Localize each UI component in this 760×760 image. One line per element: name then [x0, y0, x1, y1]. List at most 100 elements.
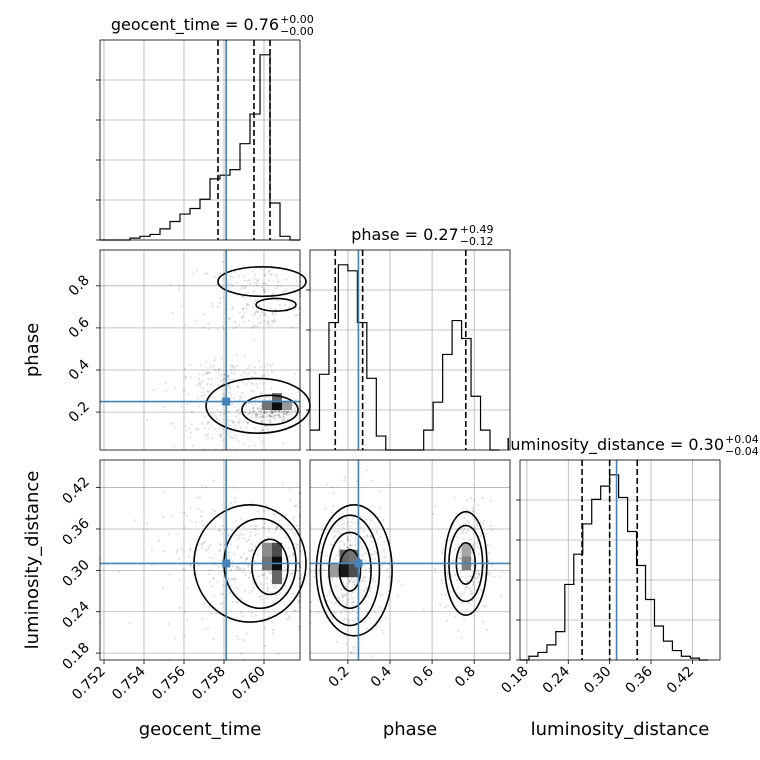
joint-geocent_time-phase-sample-169	[271, 412, 274, 415]
joint-geocent_time-phase-sample-646	[241, 307, 245, 310]
joint-geocent_time-luminosity_distance-sample-21	[295, 524, 299, 527]
joint-geocent_time-phase-sample-249	[282, 417, 286, 420]
joint-phase-luminosity_distance-sample-410	[471, 510, 474, 513]
joint-geocent_time-luminosity_distance-sample-169	[294, 504, 297, 508]
joint-phase-luminosity_distance-sample-416	[464, 586, 467, 589]
joint-geocent_time-luminosity_distance-sample-132	[254, 533, 257, 537]
joint-geocent_time-luminosity_distance-sample-423	[209, 543, 212, 546]
joint-geocent_time-phase-sample-456	[223, 373, 226, 376]
joint-geocent_time-phase-sample-574	[246, 291, 249, 295]
joint-phase-luminosity_distance-sample-301	[344, 516, 347, 520]
joint-phase-luminosity_distance-sample-386	[497, 575, 501, 578]
joint-geocent_time-luminosity_distance-sample-237	[189, 547, 192, 551]
joint-geocent_time-phase-sample-485	[230, 364, 233, 367]
joint-geocent_time-phase-sample-323	[252, 410, 255, 413]
joint-geocent_time-luminosity_distance-sample-299	[260, 598, 263, 601]
joint-geocent_time-phase-sample-454	[201, 373, 205, 376]
joint-geocent_time-phase-sample-163	[259, 415, 262, 418]
joint-geocent_time-phase-sample-514	[269, 273, 272, 276]
joint-geocent_time-luminosity_distance-sample-163	[271, 522, 274, 525]
joint-geocent_time-phase-sample-219	[248, 412, 251, 415]
joint-geocent_time-phase-sample-25	[268, 398, 271, 401]
joint-geocent_time-phase-sample-591	[177, 284, 181, 287]
joint-phase-luminosity_distance-sample-256	[363, 621, 366, 624]
joint-geocent_time-phase-sample-651	[240, 316, 244, 319]
joint-geocent_time-phase-sample-650	[254, 324, 257, 328]
joint-geocent_time-luminosity_distance-sample-270	[266, 586, 269, 589]
joint-geocent_time-phase-sample-367	[219, 380, 222, 383]
joint-geocent_time-phase-sample-197	[271, 411, 274, 415]
joint-geocent_time-phase-sample-391	[214, 368, 217, 371]
joint-geocent_time-luminosity_distance-sample-56	[214, 510, 217, 513]
joint-phase-luminosity_distance-sample-73	[370, 535, 373, 538]
joint-phase-luminosity_distance-sample-317	[387, 589, 390, 592]
joint-geocent_time-luminosity_distance-sample-145	[267, 615, 270, 618]
joint-geocent_time-phase-sample-507	[231, 378, 234, 381]
joint-geocent_time-phase-sample-371	[197, 428, 200, 431]
joint-phase-luminosity_distance-sample-86	[373, 557, 377, 560]
joint-geocent_time-luminosity_distance-sample-218	[244, 560, 247, 563]
joint-geocent_time-luminosity_distance-sample-364	[186, 587, 189, 590]
joint-geocent_time-phase-sample-582	[256, 279, 259, 282]
joint-geocent_time-phase-sample-698	[238, 324, 241, 327]
joint-geocent_time-luminosity_distance-sample-213	[195, 560, 198, 564]
joint-geocent_time-phase-sample-631	[234, 320, 237, 324]
title-geocent_time: geocent_time = 0.76	[111, 15, 279, 35]
joint-geocent_time-phase-sample-308	[241, 392, 244, 395]
joint-phase-luminosity_distance-sample-157	[345, 642, 348, 645]
joint-phase-luminosity_distance-sample-271	[347, 521, 350, 524]
joint-geocent_time-luminosity_distance-sample-242	[239, 532, 242, 536]
joint-geocent_time-phase-sample-75	[271, 411, 274, 414]
joint-phase-luminosity_distance-sample-42	[375, 625, 378, 628]
joint-phase-luminosity_distance-sample-508	[477, 580, 480, 583]
xaxis-luminosity_distance-ticklabel-4: 0.42	[664, 664, 697, 697]
joint-geocent_time-luminosity_distance-sample-129	[233, 553, 236, 556]
joint-phase-luminosity_distance-sample-419	[450, 590, 453, 593]
joint-geocent_time-phase-sample-347	[213, 428, 216, 431]
joint-geocent_time-luminosity_distance-sample-48	[297, 543, 300, 546]
joint-phase-luminosity_distance-sample-207	[383, 540, 386, 544]
joint-phase-luminosity_distance-sample-179	[364, 559, 367, 562]
joint-phase-luminosity_distance-sample-48	[350, 521, 354, 524]
joint-phase-luminosity_distance-sample-266	[342, 595, 345, 598]
joint-geocent_time-luminosity_distance-sample-119	[180, 547, 183, 550]
joint-geocent_time-luminosity_distance-sample-407	[162, 549, 166, 553]
joint-geocent_time-luminosity_distance-sample-285	[217, 565, 220, 568]
joint-geocent_time-phase-sample-267	[238, 417, 242, 421]
joint-phase-luminosity_distance-sample-293	[345, 602, 348, 605]
joint-geocent_time-luminosity_distance-sample-379	[230, 577, 233, 580]
joint-phase-luminosity_distance-sample-385	[440, 593, 443, 596]
joint-geocent_time-phase-sample-94	[263, 398, 267, 401]
joint-geocent_time-phase-sample-611	[243, 286, 246, 289]
joint-phase-luminosity_distance-sample-19	[333, 603, 336, 606]
joint-phase-luminosity_distance-sample-268	[382, 556, 386, 559]
joint-phase-luminosity_distance-sample-101	[349, 525, 352, 528]
joint-geocent_time-phase-sample-509	[267, 373, 270, 376]
joint-geocent_time-phase-sample-463	[189, 376, 192, 379]
joint-phase-luminosity_distance-sample-67	[350, 651, 354, 654]
joint-phase-luminosity_distance-sample-443	[473, 542, 476, 545]
joint-geocent_time-phase-sample-386	[255, 383, 258, 386]
joint-geocent_time-phase-sample-462	[230, 368, 233, 371]
joint-geocent_time-phase-sample-70	[265, 412, 268, 415]
joint-geocent_time-luminosity_distance-sample-392	[182, 567, 185, 571]
joint-geocent_time-phase-sample-505	[207, 371, 210, 374]
joint-phase-luminosity_distance-sample-216	[365, 587, 368, 590]
yaxis-luminosity_distance-label: luminosity_distance	[22, 471, 43, 650]
joint-geocent_time-phase-sample-383	[201, 379, 205, 382]
joint-geocent_time-luminosity_distance-sample-273	[235, 568, 238, 571]
joint-geocent_time-luminosity_distance-sample-148	[221, 532, 224, 536]
joint-phase-luminosity_distance-sample-460	[469, 590, 473, 593]
joint-geocent_time-luminosity_distance-sample-383	[207, 605, 210, 609]
joint-geocent_time-phase-sample-265	[256, 412, 259, 416]
joint-geocent_time-luminosity_distance-sample-82	[251, 501, 254, 504]
joint-phase-luminosity_distance-sample-509	[460, 592, 463, 596]
joint-geocent_time-phase-sample-408	[228, 377, 231, 381]
joint-geocent_time-phase-sample-397	[230, 371, 233, 374]
joint-geocent_time-phase-sample-484	[264, 365, 267, 368]
joint-geocent_time-luminosity_distance-sample-27	[247, 538, 250, 541]
joint-geocent_time-phase-sample-220	[228, 431, 231, 434]
joint-geocent_time-luminosity_distance-sample-73	[275, 527, 278, 530]
joint-phase-luminosity_distance-sample-478	[477, 503, 480, 507]
joint-geocent_time-luminosity_distance-sample-51	[242, 525, 245, 529]
